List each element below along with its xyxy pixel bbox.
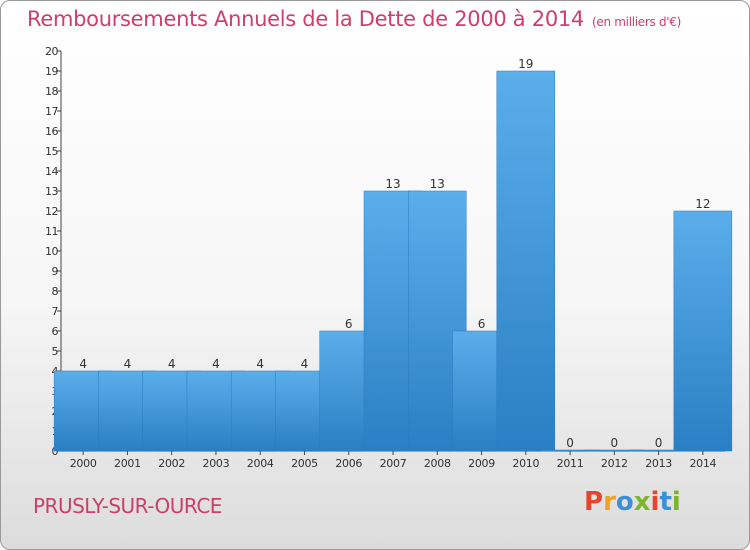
- y-tick-label: 19: [45, 65, 58, 78]
- data-label-2009: 6: [478, 317, 486, 331]
- x-tick-label-2004: 2004: [247, 457, 274, 470]
- y-tick-label: 5: [52, 345, 59, 358]
- y-tick-label: 15: [45, 145, 58, 158]
- y-tick-label: 13: [45, 185, 58, 198]
- x-tick-label-2001: 2001: [114, 457, 141, 470]
- y-tick-label: 8: [52, 285, 59, 298]
- x-tick-label-2008: 2008: [424, 457, 451, 470]
- chart-title: Remboursements Annuels de la Dette de 20…: [27, 7, 681, 31]
- y-tick-label: 20: [45, 45, 58, 58]
- data-label-2000: 4: [79, 357, 87, 371]
- data-label-2004: 4: [256, 357, 264, 371]
- x-tick-label-2005: 2005: [291, 457, 318, 470]
- data-label-2001: 4: [124, 357, 132, 371]
- y-tick-label: 18: [45, 85, 58, 98]
- y-tick-label: 14: [45, 165, 58, 178]
- logo-letter: i: [671, 487, 681, 517]
- x-tick-label-2002: 2002: [158, 457, 185, 470]
- logo-letter: t: [659, 487, 672, 517]
- bar-2010: [496, 70, 556, 452]
- x-tick-label-2006: 2006: [335, 457, 362, 470]
- logo-letter: x: [633, 487, 651, 517]
- x-tick-label-2013: 2013: [645, 457, 672, 470]
- x-tick-label-2003: 2003: [203, 457, 230, 470]
- y-tick-label: 9: [52, 265, 59, 278]
- x-tick-label-2011: 2011: [557, 457, 584, 470]
- y-tick-label: 11: [45, 225, 58, 238]
- data-label-2013: 0: [655, 436, 663, 450]
- commune-name: PRUSLY-SUR-OURCE: [33, 494, 222, 518]
- proxiti-logo: Proxiti: [584, 487, 681, 517]
- data-label-2005: 4: [301, 357, 309, 371]
- logo-letter: o: [615, 487, 634, 517]
- y-tick-label: 17: [45, 105, 58, 118]
- y-tick-label: 7: [52, 305, 59, 318]
- x-tick-label-2014: 2014: [689, 457, 716, 470]
- chart-title-text: Remboursements Annuels de la Dette de 20…: [27, 7, 584, 31]
- x-tick-label-2000: 2000: [70, 457, 97, 470]
- data-label-2008: 13: [430, 177, 445, 191]
- data-label-2003: 4: [212, 357, 220, 371]
- y-tick-label: 12: [45, 205, 58, 218]
- x-tick-label-2009: 2009: [468, 457, 495, 470]
- data-label-2012: 0: [611, 436, 619, 450]
- logo-letter: r: [603, 487, 616, 517]
- data-label-2006: 6: [345, 317, 353, 331]
- y-tick-label: 16: [45, 125, 58, 138]
- x-tick-label-2012: 2012: [601, 457, 628, 470]
- y-tick-label: 0: [52, 445, 59, 458]
- data-label-2007: 13: [385, 177, 400, 191]
- data-label-2002: 4: [168, 357, 176, 371]
- data-label-2011: 0: [566, 436, 574, 450]
- chart-subtitle: (en milliers d'€): [592, 15, 682, 29]
- bar-2014: [673, 210, 733, 452]
- x-tick-label-2010: 2010: [512, 457, 539, 470]
- y-tick-label: 6: [52, 325, 59, 338]
- logo-letter: P: [584, 487, 604, 517]
- y-tick-label: 10: [45, 245, 58, 258]
- data-label-2010: 19: [518, 57, 533, 71]
- x-tick-label-2007: 2007: [380, 457, 407, 470]
- logo-letter: i: [650, 487, 660, 517]
- data-label-2014: 12: [695, 197, 710, 211]
